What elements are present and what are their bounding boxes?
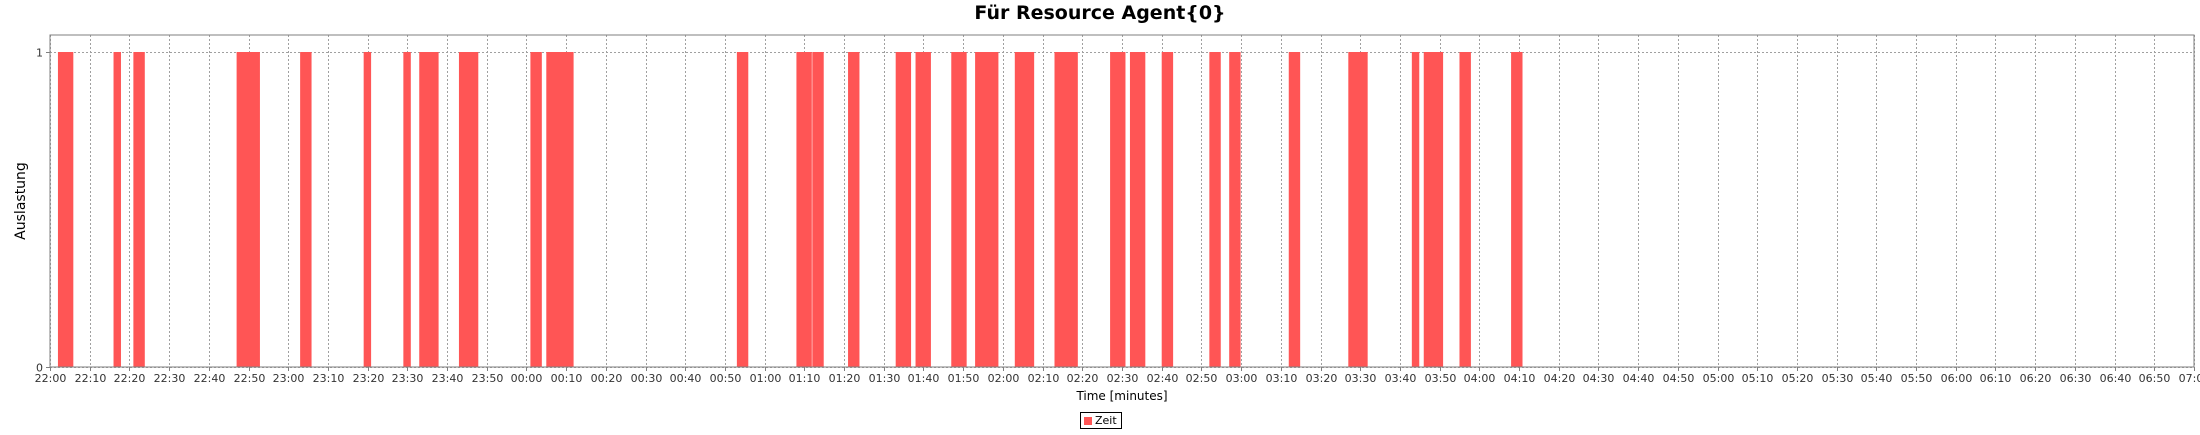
x-tick-label: 06:10 [1980, 372, 2012, 385]
bar [546, 52, 574, 367]
x-tick-label: 01:40 [908, 372, 940, 385]
x-tick-label: 04:40 [1623, 372, 1655, 385]
x-tick-label: 02:50 [1186, 372, 1218, 385]
x-tick-label: 03:30 [1345, 372, 1377, 385]
x-tick-label: 04:00 [1464, 372, 1496, 385]
x-tick-label: 22:00 [35, 372, 67, 385]
bar [1411, 52, 1420, 367]
x-tick-label: 05:10 [1742, 372, 1774, 385]
x-tick-label: 02:40 [1147, 372, 1179, 385]
x-tick-label: 22:10 [75, 372, 107, 385]
bar [796, 52, 812, 367]
x-tick-label: 22:20 [114, 372, 146, 385]
x-tick-label: 03:10 [1266, 372, 1298, 385]
x-tick-label: 05:20 [1782, 372, 1814, 385]
y-axis: 01 [36, 47, 50, 375]
legend-swatch-zeit [1084, 416, 1092, 425]
x-tick-label: 03:20 [1306, 372, 1338, 385]
bar [736, 52, 749, 367]
x-tick-label: 00:20 [591, 372, 623, 385]
x-axis-label: Time [minutes] [1075, 389, 1167, 403]
bar [848, 52, 860, 367]
x-tick-label: 06:00 [1941, 372, 1973, 385]
x-tick-label: 23:30 [392, 372, 424, 385]
x-tick-label: 07:00 [2179, 372, 2200, 385]
x-tick-label: 04:30 [1583, 372, 1615, 385]
bar [1129, 52, 1146, 367]
x-tick-label: 01:00 [750, 372, 782, 385]
x-tick-label: 05:00 [1703, 372, 1735, 385]
x-tick-label: 04:10 [1504, 372, 1536, 385]
x-tick-label: 02:00 [988, 372, 1020, 385]
bar [1511, 52, 1523, 367]
bar [1209, 52, 1221, 367]
bar [1423, 52, 1444, 367]
x-tick-label: 01:20 [829, 372, 861, 385]
x-tick-label: 04:20 [1544, 372, 1576, 385]
bar [1229, 52, 1241, 367]
bar [403, 52, 411, 367]
x-tick-label: 03:50 [1425, 372, 1457, 385]
bar [530, 52, 542, 367]
x-tick-label: 22:50 [234, 372, 266, 385]
y-axis-label: Auslastung [13, 162, 29, 240]
bar [133, 52, 145, 367]
x-tick-label: 00:30 [631, 372, 663, 385]
x-tick-label: 05:40 [1861, 372, 1893, 385]
x-tick-label: 02:30 [1107, 372, 1139, 385]
y-tick-label: 1 [36, 47, 43, 60]
bars-group [57, 52, 1523, 367]
x-tick-label: 06:20 [2020, 372, 2052, 385]
x-tick-label: 06:50 [2139, 372, 2171, 385]
x-tick-label: 05:30 [1822, 372, 1854, 385]
x-tick-label: 01:50 [948, 372, 980, 385]
x-tick-label: 04:50 [1663, 372, 1695, 385]
legend-label-zeit: Zeit [1095, 414, 1117, 427]
x-tick-label: 00:50 [710, 372, 742, 385]
bar [1054, 52, 1078, 367]
x-tick-label: 05:50 [1901, 372, 1933, 385]
x-axis: 22:00 22:10 22:20 22:30 22:40 22:50 23:00 23:10… [35, 367, 2200, 385]
bar [951, 52, 967, 367]
x-tick-label: 23:50 [472, 372, 504, 385]
x-tick-label: 06:30 [2060, 372, 2092, 385]
bar [812, 52, 824, 367]
x-tick-label: 23:00 [273, 372, 305, 385]
x-tick-label: 00:10 [551, 372, 583, 385]
bar [1161, 52, 1174, 367]
chart-title: Für Resource Agent{0} [974, 2, 1226, 24]
x-tick-label: 00:40 [670, 372, 702, 385]
x-tick-label: 23:10 [313, 372, 345, 385]
bar [363, 52, 372, 367]
bar [915, 52, 931, 367]
y-tick-label: 0 [36, 362, 43, 375]
x-tick-label: 23:40 [432, 372, 464, 385]
x-tick-label: 23:20 [353, 372, 385, 385]
x-tick-label: 00:00 [511, 372, 543, 385]
bar [895, 52, 912, 367]
bar [419, 52, 439, 367]
x-tick-label: 22:40 [194, 372, 226, 385]
bar [113, 52, 121, 367]
x-tick-label: 02:20 [1067, 372, 1099, 385]
bar [1110, 52, 1126, 367]
bar [57, 52, 74, 367]
bar [236, 52, 260, 367]
x-tick-label: 03:00 [1226, 372, 1258, 385]
bar [458, 52, 479, 367]
bar [1348, 52, 1368, 367]
x-tick-label: 22:30 [154, 372, 186, 385]
bar [1288, 52, 1301, 367]
x-tick-label: 01:10 [789, 372, 821, 385]
x-tick-label: 03:40 [1385, 372, 1417, 385]
bar [975, 52, 999, 367]
x-tick-label: 02:10 [1028, 372, 1060, 385]
x-tick-label: 01:30 [869, 372, 901, 385]
legend: Zeit [1080, 412, 1122, 429]
bar [1014, 52, 1035, 367]
bar [1459, 52, 1471, 367]
bar [300, 52, 312, 367]
x-tick-label: 06:40 [2100, 372, 2132, 385]
